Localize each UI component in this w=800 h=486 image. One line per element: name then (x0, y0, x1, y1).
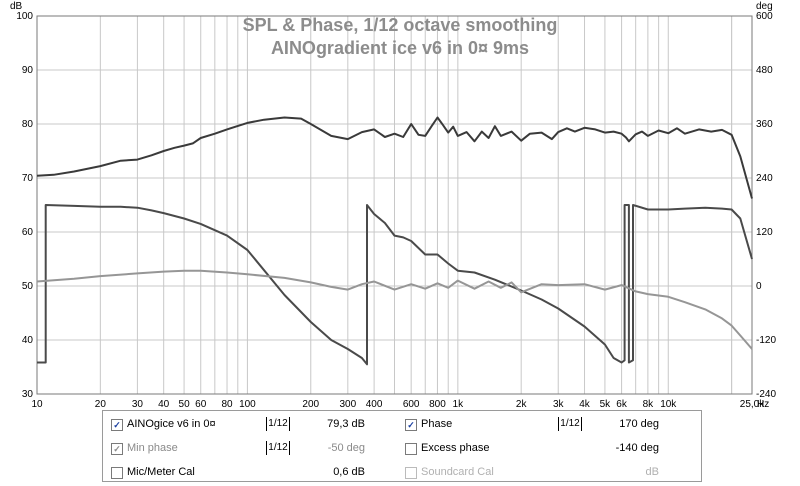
phase-visible-checkbox[interactable]: ✓ (405, 419, 417, 431)
soundcard-cal-trace-label: Soundcard Cal (421, 466, 494, 478)
x-tick-label: 50 (179, 399, 191, 410)
excess-phase-cursor-value: -140 deg (615, 442, 659, 454)
x-tick-label: 300 (339, 399, 356, 410)
x-tick-label: 10k (660, 399, 677, 410)
spl-visible-checkbox[interactable]: ✓ (111, 419, 123, 431)
y-left-tick-label: 40 (22, 335, 34, 346)
x-tick-label: 3k (553, 399, 565, 410)
spl-smoothing-button[interactable]: 1/12 (263, 417, 293, 431)
min-phase-cursor-value: -50 deg (327, 442, 365, 454)
y-right-tick-label: 0 (756, 281, 762, 292)
x-tick-label: 200 (302, 399, 319, 410)
excess-phase-trace-label: Excess phase (421, 442, 490, 454)
y-left-tick-label: 100 (16, 11, 33, 22)
chart-subtitle: AINOgradient ice v6 in 0¤ 9ms (271, 38, 529, 58)
x-tick-label: 1k (453, 399, 465, 410)
spl-phase-chart: SPL & Phase, 1/12 octave smoothing AINOg… (10, 1, 776, 410)
excess-phase-visible-checkbox[interactable] (405, 443, 417, 455)
x-tick-label: 60 (195, 399, 207, 410)
series-layer (36, 116, 753, 366)
mic-cal-visible-checkbox[interactable] (111, 467, 123, 479)
phase-trace-label: Phase (421, 418, 453, 430)
x-tick-label: 800 (429, 399, 446, 410)
x-tick-label: 4k (579, 399, 591, 410)
x-tick-label: 25,0k (740, 399, 765, 410)
x-tick-label: 5k (600, 399, 612, 410)
x-tick-label: 10 (31, 399, 43, 410)
min-phase-smoothing-button[interactable]: 1/12 (263, 441, 293, 455)
y-left-tick-label: 30 (22, 389, 34, 400)
legend-row-spl: ✓ AINOgice v6 in 0¤ 1/12 79,3 dB ✓ Phase… (103, 415, 701, 433)
min-phase-visible-checkbox[interactable]: ✓ (111, 443, 123, 455)
x-tick-label: 600 (403, 399, 420, 410)
legend-row-minphase: ✓ Min phase 1/12 -50 deg Excess phase -1… (103, 439, 701, 457)
y-axis-left-label: dB (10, 1, 23, 12)
y-axis-left-ticks: 30 40 50 60 70 80 90 100 (16, 11, 33, 400)
spl-trace-label: AINOgice v6 in 0¤ (127, 418, 216, 430)
spl-cursor-value: 79,3 dB (327, 418, 365, 430)
y-left-tick-label: 90 (22, 65, 34, 76)
soundcard-cal-cursor-value: dB (645, 466, 659, 478)
mic-cal-cursor-value: 0,6 dB (333, 466, 365, 478)
series-line-ainogice-v6-in-0- (36, 116, 753, 199)
x-axis-ticks: 10 20 30 40 50 60 80 100 200 300 400 600 800 1k 2k 3k 4k… (31, 399, 765, 410)
x-tick-label: 20 (95, 399, 107, 410)
y-right-tick-label: -120 (756, 335, 776, 346)
y-right-tick-label: 240 (756, 173, 773, 184)
y-left-tick-label: 60 (22, 227, 34, 238)
series-line-phase (37, 204, 753, 366)
y-right-tick-label: 120 (756, 227, 773, 238)
y-left-tick-label: 80 (22, 119, 34, 130)
x-tick-label: 400 (366, 399, 383, 410)
y-left-tick-label: 70 (22, 173, 34, 184)
x-tick-label: 2k (516, 399, 528, 410)
chart-title: SPL & Phase, 1/12 octave smoothing (243, 15, 558, 35)
y-right-tick-label: -240 (756, 389, 776, 400)
x-tick-label: 100 (239, 399, 256, 410)
y-left-tick-label: 50 (22, 281, 34, 292)
y-axis-right-ticks: -240 -120 0 120 240 360 480 600 (756, 11, 776, 400)
y-right-tick-label: 600 (756, 11, 773, 22)
legend-panel: ✓ AINOgice v6 in 0¤ 1/12 79,3 dB ✓ Phase… (102, 410, 702, 482)
phase-smoothing-button[interactable]: 1/12 (555, 417, 585, 431)
min-phase-trace-label: Min phase (127, 442, 178, 454)
y-right-tick-label: 480 (756, 65, 773, 76)
plot-frame (36, 15, 753, 395)
x-tick-label: 6k (616, 399, 628, 410)
series-line-min-phase (36, 269, 753, 350)
x-tick-label: 40 (158, 399, 170, 410)
x-tick-label: 8k (643, 399, 655, 410)
x-tick-label: 80 (221, 399, 233, 410)
phase-cursor-value: 170 deg (619, 418, 659, 430)
soundcard-cal-visible-checkbox[interactable] (405, 467, 417, 479)
x-axis-unit: Hz (757, 399, 769, 410)
y-axis-right-label: deg (756, 1, 773, 12)
y-right-tick-label: 360 (756, 119, 773, 130)
x-tick-label: 30 (132, 399, 144, 410)
legend-row-cal: Mic/Meter Cal 0,6 dB Soundcard Cal dB (103, 463, 701, 481)
mic-cal-trace-label: Mic/Meter Cal (127, 466, 195, 478)
